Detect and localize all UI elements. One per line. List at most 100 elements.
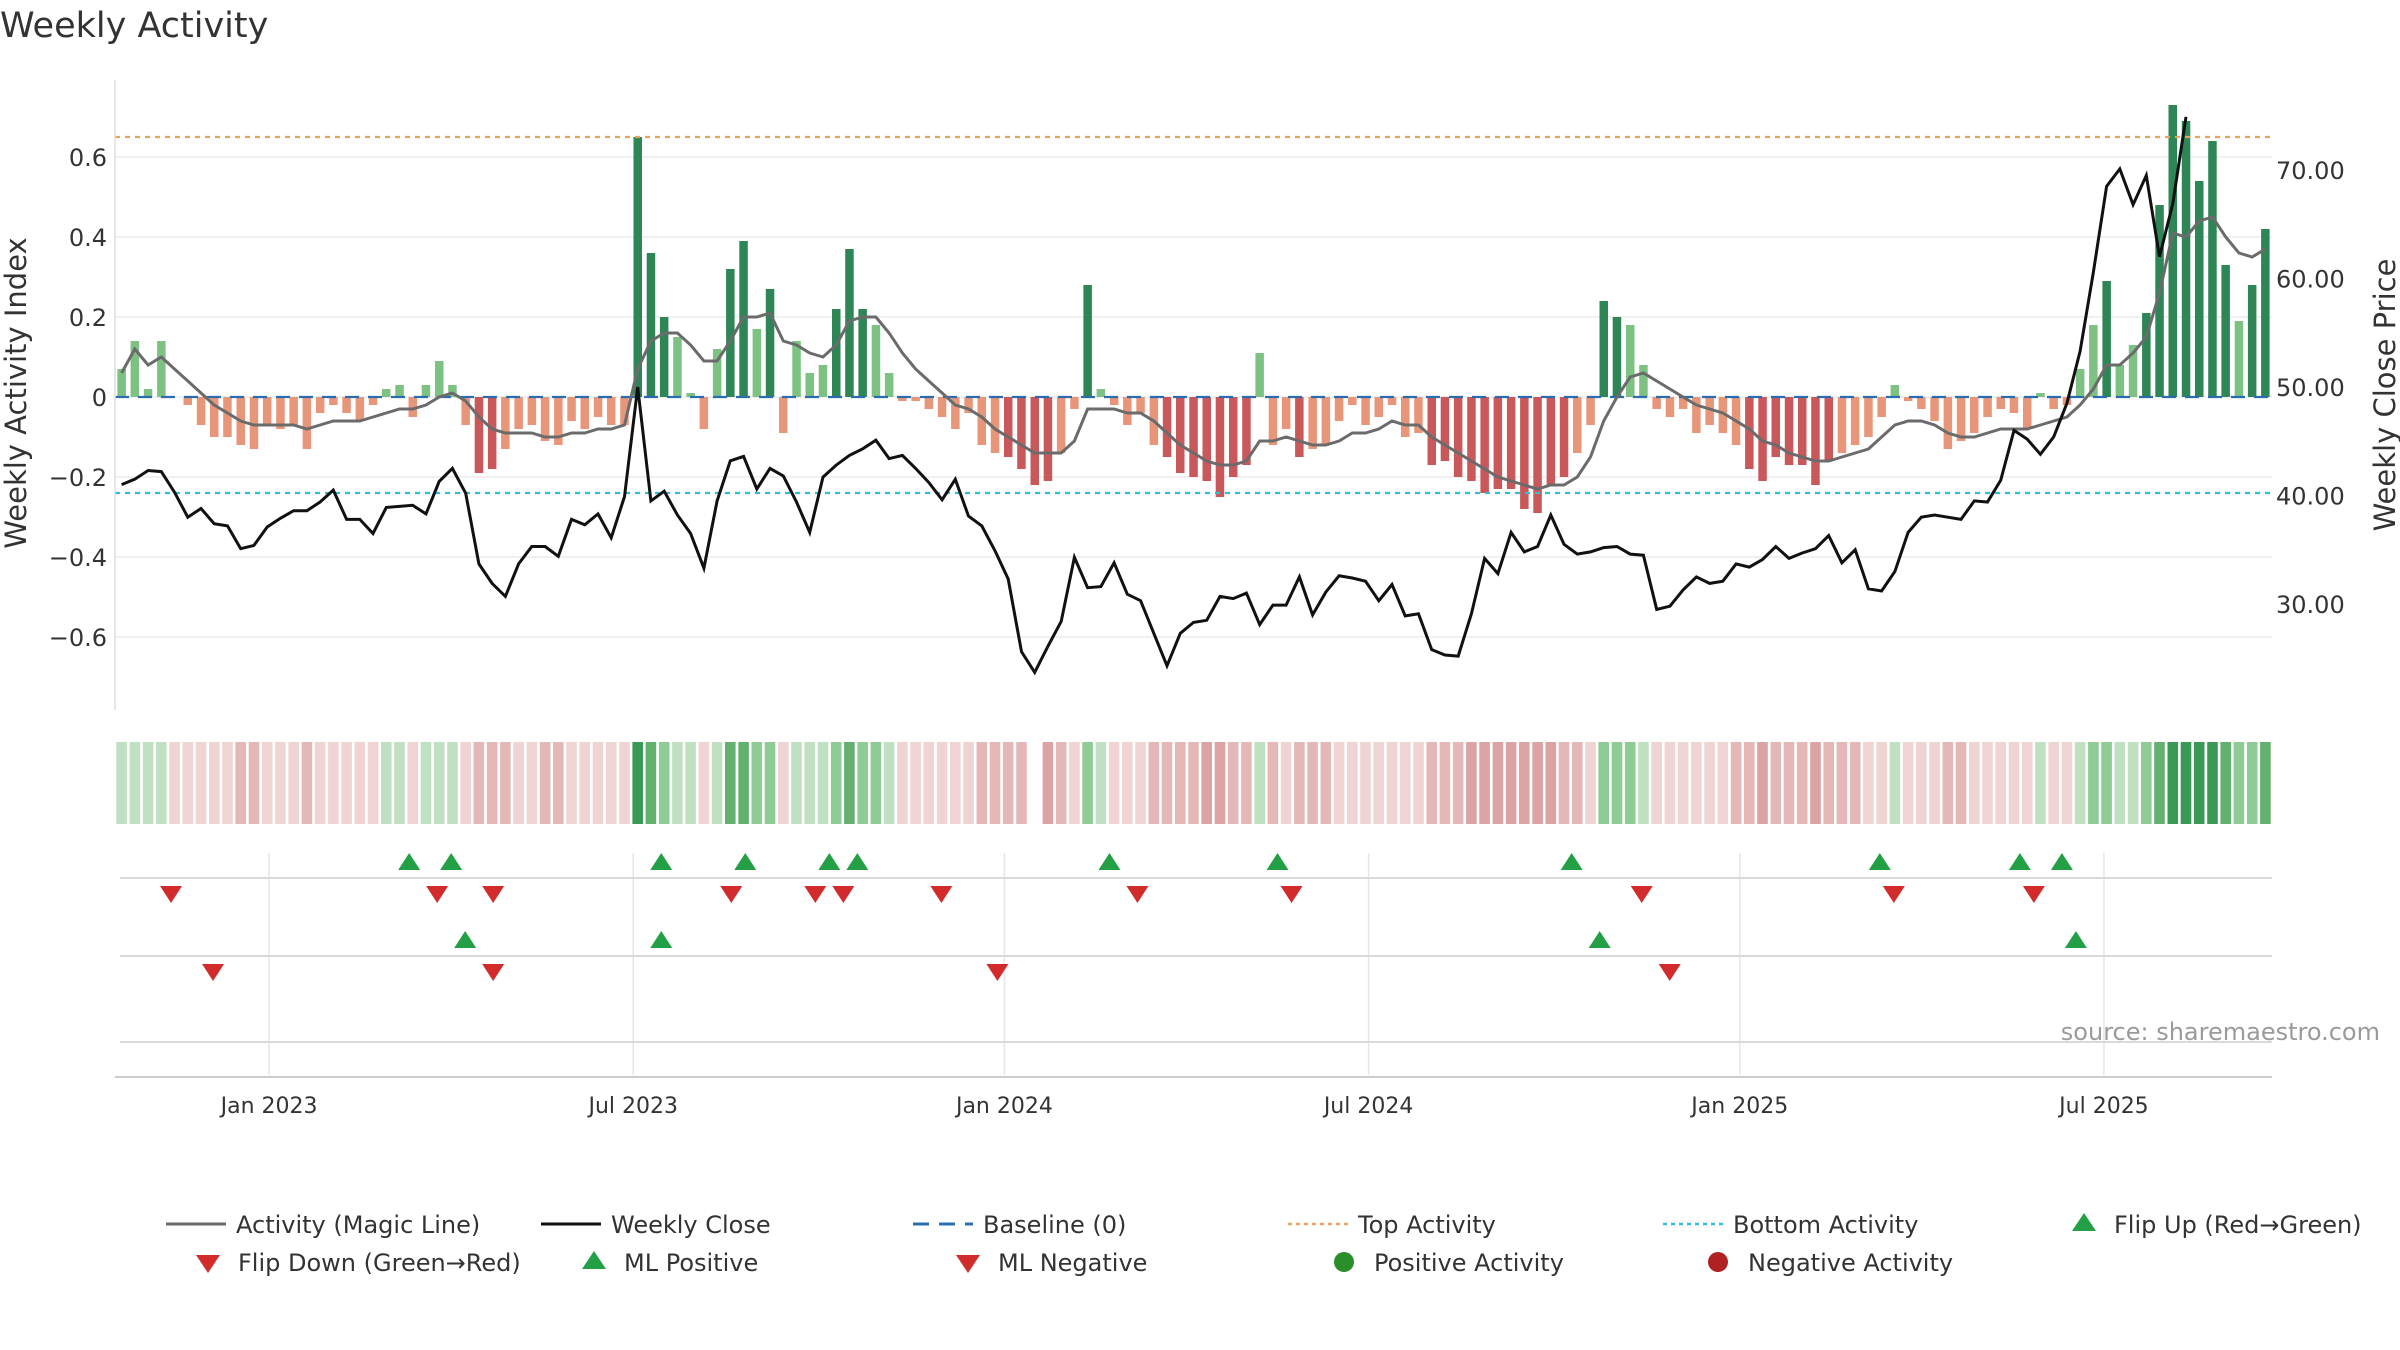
strip-cell <box>1955 742 1967 824</box>
activity-bar <box>1215 397 1225 497</box>
activity-bar <box>1202 397 1211 481</box>
activity-bar <box>1374 397 1383 417</box>
legend-symbol <box>956 1255 980 1273</box>
legend-label: Bottom Activity <box>1733 1211 1918 1239</box>
strip-cell <box>354 742 366 824</box>
strip-cell <box>1452 742 1464 824</box>
strip-cell <box>209 742 220 824</box>
activity-bar <box>1083 285 1092 397</box>
legend-label: Flip Up (Red→Green) <box>2114 1211 2362 1239</box>
flip-up-marker <box>1868 853 1891 870</box>
strip-cell <box>1545 742 1557 824</box>
activity-bar <box>2234 321 2244 397</box>
strip-cell <box>539 742 551 824</box>
x-tick-label: Jan 2024 <box>954 1094 1053 1119</box>
activity-bar <box>262 397 272 425</box>
activity-bar <box>752 329 762 397</box>
activity-bar <box>2128 345 2138 397</box>
y-axis-label: Weekly Activity Index <box>0 237 33 548</box>
y-tick-label: 0.2 <box>69 304 107 332</box>
flip-down-marker <box>1882 886 1905 903</box>
strip-cell <box>1836 742 1848 824</box>
y-right-tick-label: 40.00 <box>2276 483 2345 511</box>
strip-cell <box>381 742 392 824</box>
activity-bar <box>1678 397 1688 409</box>
activity-bar <box>911 397 920 401</box>
activity-bar <box>699 397 709 429</box>
strip-cell <box>1135 742 1146 824</box>
strip-cell <box>751 742 763 824</box>
activity-bar <box>1665 397 1675 417</box>
activity-bar <box>461 397 470 425</box>
flip-up-marker <box>650 853 673 870</box>
strip-cell <box>1889 742 1901 824</box>
strip-cell <box>2167 742 2179 824</box>
strip-cell <box>1214 742 1226 824</box>
activity-bar <box>1453 397 1463 477</box>
strip-cell <box>1016 742 1027 824</box>
activity-bar <box>2049 397 2058 409</box>
strip-cell <box>1572 742 1583 824</box>
strip-cell <box>526 742 538 824</box>
activity-bar <box>1692 397 1701 433</box>
strip-cell <box>2114 742 2126 824</box>
y-right-tick-label: 50.00 <box>2276 374 2345 402</box>
activity-bar <box>1850 397 1860 445</box>
y-right-tick-label: 70.00 <box>2276 157 2345 185</box>
strip-cell <box>1783 742 1795 824</box>
x-tick-label: Jul 2024 <box>1322 1094 1414 1119</box>
strip-cell <box>447 742 458 824</box>
strip-cell <box>1439 742 1451 824</box>
activity-bar <box>1308 397 1317 449</box>
reference-lines <box>115 135 2272 495</box>
strip-cell <box>1823 742 1834 824</box>
strip-cell <box>1902 742 1914 824</box>
strip-cell <box>2207 742 2218 824</box>
activity-bar <box>1334 397 1344 421</box>
strip-cell <box>1598 742 1609 824</box>
y-axis-right-label: Weekly Close Price <box>2368 259 2400 532</box>
strip-cell <box>1386 742 1398 824</box>
x-tick-label: Jan 2023 <box>219 1094 318 1119</box>
activity-bar <box>435 361 444 397</box>
activity-bar <box>157 341 166 397</box>
activity-bar <box>1506 397 1516 489</box>
legend-label: ML Positive <box>624 1249 758 1277</box>
strip-cell <box>658 742 670 824</box>
activity-bar <box>1639 365 1648 397</box>
activity-bar <box>977 397 986 445</box>
strip-cell <box>1055 742 1067 824</box>
activity-bar <box>1295 397 1304 457</box>
strip-cell <box>1095 742 1107 824</box>
strip-cell <box>275 742 286 824</box>
strip-cell <box>830 742 842 824</box>
activity-bar <box>1070 397 1079 409</box>
activity-bar <box>924 397 934 409</box>
chart-title: Weekly Activity <box>0 6 268 46</box>
ml-negative-marker <box>1658 964 1681 981</box>
activity-bar <box>382 389 391 397</box>
strip-cell <box>1426 742 1437 824</box>
activity-bar <box>1467 397 1476 481</box>
strip-cell <box>1995 742 2006 824</box>
strip-cell <box>1810 742 1821 824</box>
strip-cell <box>923 742 935 824</box>
strip-cell <box>1942 742 1954 824</box>
activity-bar <box>315 397 325 413</box>
strip-cell <box>989 742 1001 824</box>
flip-down-marker <box>160 886 183 903</box>
activity-bar <box>289 397 298 425</box>
legend-symbol <box>1334 1252 1354 1272</box>
activity-bar <box>2221 265 2230 397</box>
activity-bar <box>1123 397 1132 425</box>
legend: Activity (Magic Line) Weekly Close Baselin… <box>166 1211 2362 1277</box>
strip-cell <box>1360 742 1371 824</box>
activity-bar <box>2009 397 2019 413</box>
strip-cell <box>1638 742 1649 824</box>
strip-cell <box>1002 742 1014 824</box>
legend-symbol <box>196 1255 220 1273</box>
legend-symbol <box>1708 1252 1728 1272</box>
strip-cell <box>2101 742 2112 824</box>
activity-bar <box>1321 397 1331 445</box>
activity-bar <box>1255 353 1264 397</box>
